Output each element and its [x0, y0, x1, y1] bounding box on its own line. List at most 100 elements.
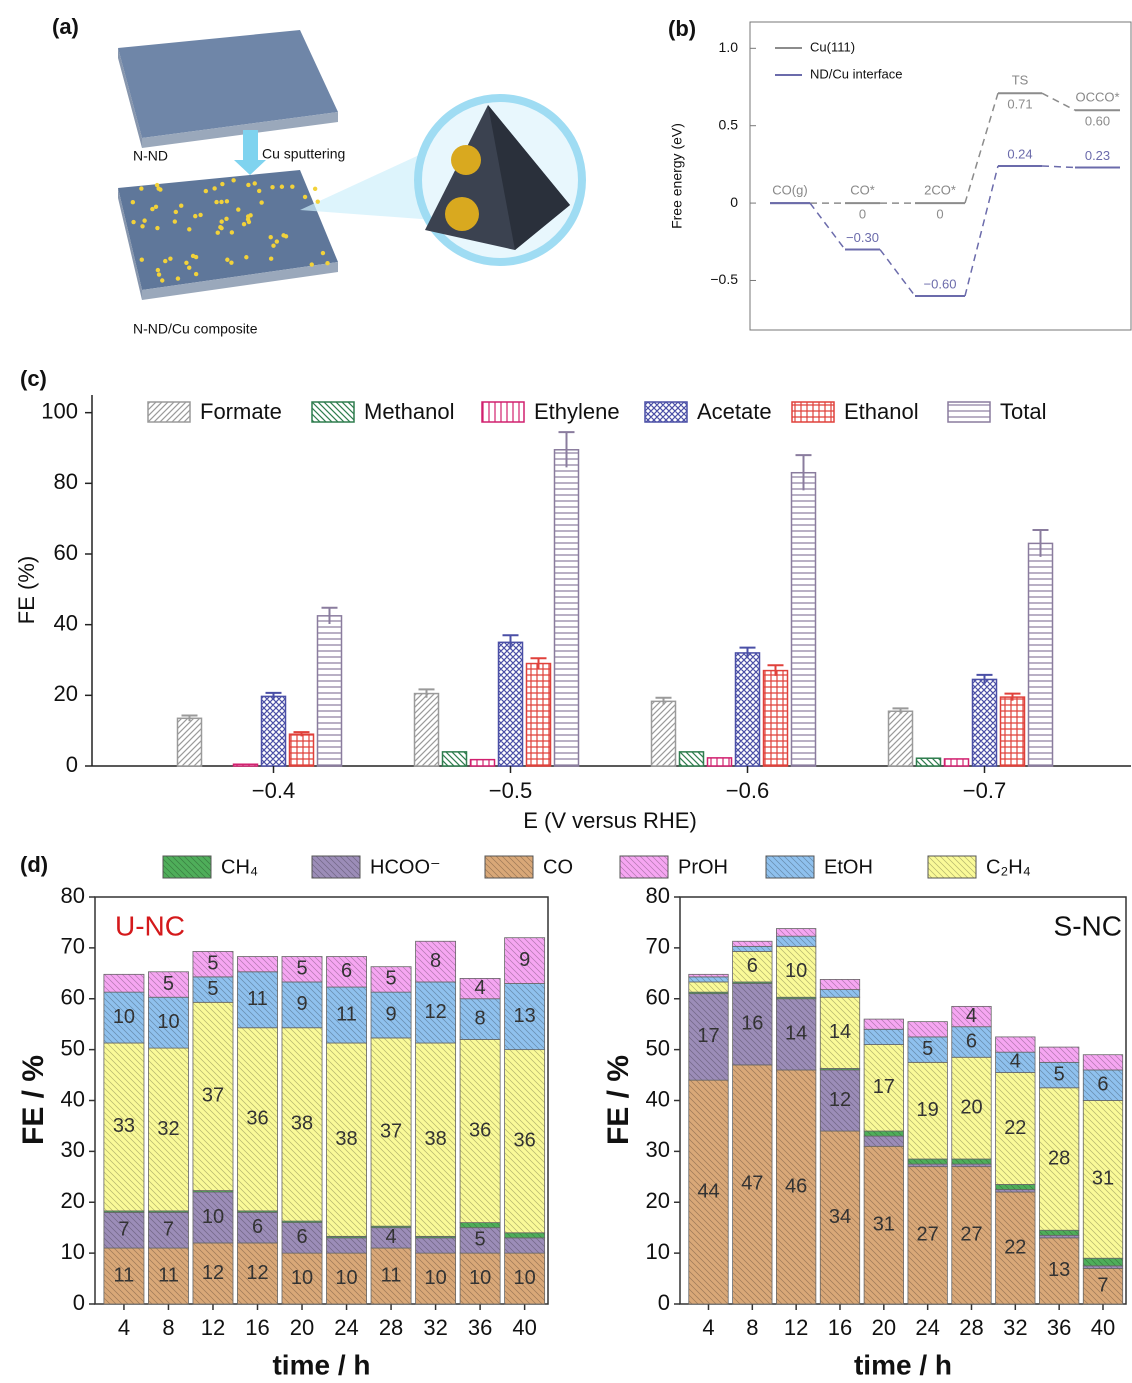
value-label: 12	[829, 1089, 851, 1111]
particle	[313, 187, 317, 191]
y-tick-label: 100	[41, 398, 78, 423]
legend-swatch	[163, 856, 211, 878]
bar	[792, 473, 816, 766]
particle	[310, 262, 314, 266]
bar	[680, 752, 704, 766]
value-label: 36	[246, 1108, 268, 1130]
value-label: 4	[966, 1005, 977, 1027]
value-label: 13	[514, 1005, 536, 1027]
bar	[889, 711, 913, 766]
value-label: 11	[247, 988, 268, 1010]
value-label: 8	[430, 950, 441, 972]
value-label: 0	[936, 207, 943, 222]
particle	[131, 220, 135, 224]
x-tick-label: 28	[959, 1315, 983, 1340]
particle	[212, 186, 216, 190]
legend-label: Methanol	[364, 399, 455, 424]
bar-segment	[689, 982, 728, 992]
value-label: 27	[917, 1224, 939, 1246]
x-axis-label: time / h	[854, 1349, 952, 1380]
x-tick-label: 20	[290, 1315, 314, 1340]
value-label: 11	[114, 1264, 135, 1286]
legend-label: CH₄	[221, 856, 258, 878]
value-label: 13	[1048, 1259, 1070, 1281]
y-tick-label: 30	[646, 1137, 670, 1162]
bar-segment	[460, 1223, 500, 1228]
bar	[555, 450, 579, 766]
value-label: 11	[158, 1264, 179, 1286]
bar	[415, 694, 439, 766]
particle	[160, 278, 164, 282]
state-label: CO(g)	[772, 183, 807, 198]
bar-segment	[733, 941, 772, 946]
x-tick-label: 8	[746, 1315, 758, 1340]
value-label: 5	[1054, 1063, 1065, 1085]
value-label: 10	[157, 1011, 179, 1033]
particle	[131, 200, 135, 204]
y-tick-label: 0	[658, 1290, 670, 1315]
value-label: 37	[202, 1085, 224, 1107]
value-label: 19	[917, 1099, 939, 1121]
bar-segment	[689, 977, 728, 982]
bar-segment	[416, 1238, 456, 1253]
bar-segment	[1083, 1055, 1122, 1070]
y-tick-label: 0.5	[719, 116, 739, 132]
particle	[155, 183, 159, 187]
y-tick-label: 0	[66, 752, 78, 777]
y-tick-label: 40	[646, 1086, 670, 1111]
x-tick-label: 4	[118, 1315, 130, 1340]
legend-label: ND/Cu interface	[810, 66, 902, 81]
legend-label: C₂H₄	[986, 856, 1031, 878]
bar-segment	[776, 929, 815, 937]
bar	[262, 696, 286, 766]
particle	[269, 257, 273, 261]
value-label: 5	[922, 1038, 933, 1060]
bar	[1029, 543, 1053, 766]
particle	[187, 227, 191, 231]
bar	[708, 758, 732, 766]
y-tick-label: 20	[61, 1188, 85, 1213]
value-label: 5	[207, 952, 218, 974]
bar-segment	[864, 1019, 903, 1029]
x-tick-label: 32	[1003, 1315, 1027, 1340]
x-tick-label: −0.5	[489, 778, 532, 803]
y-tick-label: 30	[61, 1137, 85, 1162]
particle	[174, 210, 178, 214]
value-label: 14	[829, 1021, 851, 1043]
value-label: 0.71	[1007, 97, 1032, 112]
bar	[290, 734, 314, 766]
value-label: 6	[252, 1216, 263, 1238]
value-label: 46	[785, 1175, 807, 1197]
particle	[155, 226, 159, 230]
y-tick-label: 50	[646, 1035, 670, 1060]
value-label: 10	[424, 1267, 446, 1289]
value-label: 12	[202, 1262, 224, 1284]
particle	[225, 258, 229, 262]
body: {"illustration": {"panel_label": "(a)", …	[0, 0, 1132, 1383]
particle	[224, 217, 228, 221]
particle	[225, 199, 229, 203]
value-label: 6	[966, 1030, 977, 1052]
y-axis-label: FE (%)	[14, 556, 39, 624]
bar-segment	[996, 1184, 1035, 1189]
y-tick-label: 10	[61, 1239, 85, 1264]
x-tick-label: −0.7	[963, 778, 1006, 803]
connector	[880, 250, 915, 296]
connector	[1042, 93, 1075, 110]
y-tick-label: 0	[73, 1290, 85, 1315]
particle	[198, 213, 202, 217]
value-label: 31	[1092, 1168, 1114, 1190]
value-label: 12	[246, 1262, 268, 1284]
legend-swatch	[312, 402, 354, 422]
cu-sphere	[445, 197, 479, 231]
particle	[140, 224, 144, 228]
particle	[191, 254, 195, 258]
value-label: 5	[475, 1229, 486, 1251]
y-tick-label: 80	[61, 883, 85, 908]
legend-swatch	[645, 402, 687, 422]
figure: (a) N-ND Cu sputtering N-ND/Cu composite…	[0, 0, 1132, 1383]
value-label: 5	[386, 968, 397, 990]
bar-segment	[864, 1136, 903, 1146]
bar	[736, 653, 760, 766]
value-label: 47	[741, 1173, 763, 1195]
